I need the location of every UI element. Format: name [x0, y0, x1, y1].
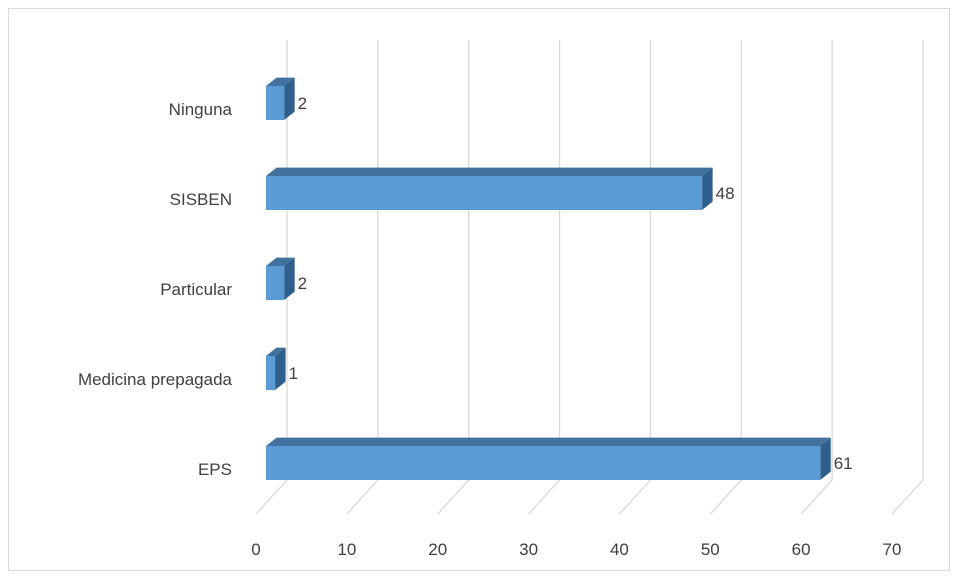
bar-top-0 [266, 77, 295, 86]
bar [266, 266, 285, 300]
category-label: Ninguna [169, 100, 233, 119]
category-labels: Ninguna SISBEN Particular Medicina prepagad… [78, 100, 233, 479]
x-tick-label: 30 [519, 540, 538, 559]
x-tick-label: 70 [883, 540, 902, 559]
bar [266, 176, 703, 210]
bar-side-4 [820, 437, 831, 480]
category-label: Particular [160, 280, 232, 299]
bar-top-1 [266, 167, 713, 176]
bar [266, 356, 276, 390]
bar-top-4 [266, 437, 831, 446]
bar-top-2 [266, 257, 295, 266]
gridline-floor-20 [437, 479, 470, 515]
category-label: Medicina prepagada [78, 370, 233, 389]
bar-side-0 [284, 77, 295, 120]
gridline-floor-70 [891, 479, 924, 515]
bars [266, 77, 831, 480]
data-label: 2 [298, 94, 307, 113]
data-label: 48 [716, 184, 735, 203]
category-label: SISBEN [170, 190, 232, 209]
x-tick-label: 20 [428, 540, 447, 559]
value-labels: 2 48 2 1 61 [289, 94, 853, 473]
bar-top-3 [266, 347, 286, 356]
x-tick-label: 50 [701, 540, 720, 559]
gridline-floor-0 [255, 479, 288, 515]
category-label: EPS [198, 460, 232, 479]
bar [266, 86, 285, 120]
gridline-floor-30 [528, 479, 561, 515]
data-label: 61 [834, 454, 853, 473]
bar-side-1 [702, 167, 713, 210]
bar-side-2 [284, 257, 295, 300]
gridline-floor-50 [709, 479, 742, 515]
gridline-floor-10 [346, 479, 379, 515]
gridline-floor-40 [618, 479, 651, 515]
bar [266, 446, 821, 480]
data-label: 1 [289, 364, 298, 383]
data-label: 2 [298, 274, 307, 293]
x-tick-label: 60 [792, 540, 811, 559]
x-tick-label: 0 [251, 540, 260, 559]
bar-side-3 [275, 347, 286, 390]
x-tick-label: 10 [337, 540, 356, 559]
x-tick-label: 40 [610, 540, 629, 559]
gridline-floor-60 [800, 479, 833, 515]
x-tick-labels: 0 10 20 30 40 50 60 70 [251, 540, 901, 559]
